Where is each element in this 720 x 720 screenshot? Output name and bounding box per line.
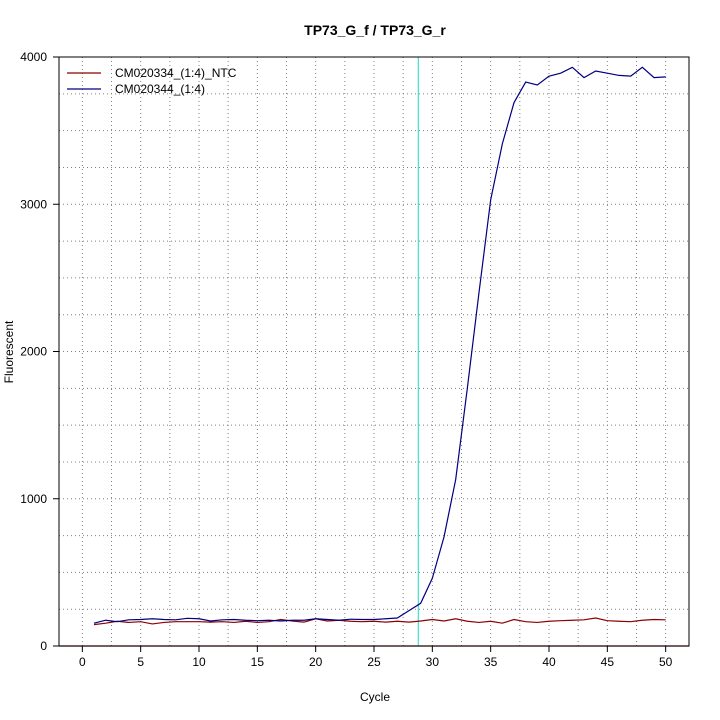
x-tick-label: 30 <box>426 655 440 669</box>
x-tick-label: 45 <box>601 655 615 669</box>
grid <box>59 57 689 647</box>
x-tick-label: 40 <box>542 655 556 669</box>
x-tick-label: 25 <box>367 655 381 669</box>
x-tick-label: 50 <box>659 655 673 669</box>
x-tick-label: 10 <box>192 655 206 669</box>
y-tick-label: 3000 <box>20 197 47 211</box>
legend: CM020334_(1:4)_NTC CM020344_(1:4) <box>67 66 237 96</box>
legend-label-2: CM020344_(1:4) <box>115 82 205 96</box>
series-line-2 <box>93 66 666 624</box>
legend-label-1: CM020334_(1:4)_NTC <box>115 66 237 80</box>
y-tick-label: 0 <box>40 639 47 653</box>
x-tick-label: 15 <box>251 655 265 669</box>
series-line-1 <box>93 617 666 626</box>
x-tick-label: 0 <box>79 655 86 669</box>
x-tick-label: 35 <box>484 655 498 669</box>
y-axis-label: Fluorescent <box>2 320 16 383</box>
series-lines <box>93 66 666 626</box>
y-tick-label: 2000 <box>20 345 47 359</box>
x-tick-label: 20 <box>309 655 323 669</box>
y-axis: 0 1000 2000 3000 4000 <box>20 50 59 653</box>
x-axis-label: Cycle <box>360 690 390 704</box>
chart-title: TP73_G_f / TP73_G_r <box>304 22 446 38</box>
x-axis: 0 5 10 15 20 25 30 35 40 45 50 <box>79 646 673 669</box>
y-tick-label: 1000 <box>20 492 47 506</box>
x-tick-label: 5 <box>137 655 144 669</box>
y-tick-label: 4000 <box>20 50 47 64</box>
